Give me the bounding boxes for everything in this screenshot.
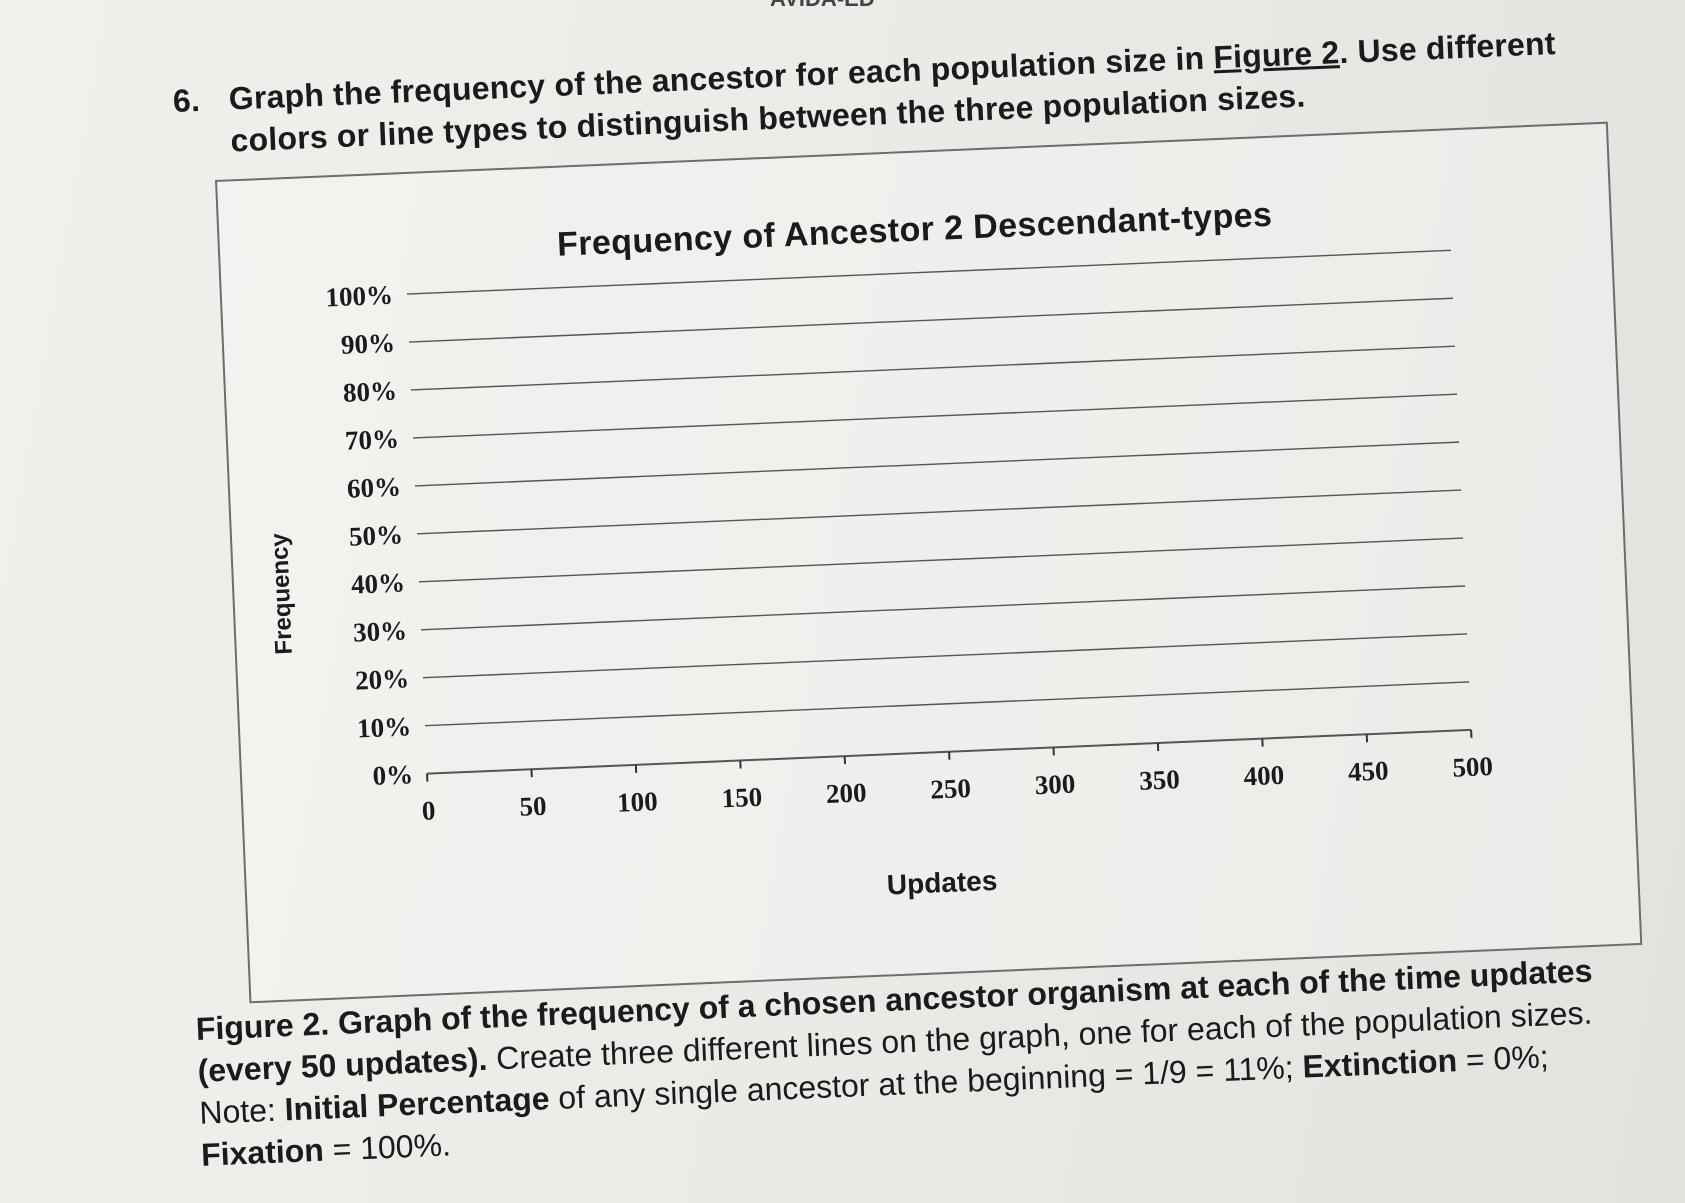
y-gridline (406, 249, 1452, 295)
caption-fixation-text: = 100%. (322, 1126, 452, 1168)
y-tick-label: 20% (354, 663, 409, 695)
y-tick-label: 0% (372, 759, 414, 791)
y-gridline (408, 297, 1454, 343)
y-gridline (420, 585, 1466, 631)
y-tick-label: 70% (344, 424, 399, 456)
y-tick-label: 60% (346, 471, 401, 503)
x-tick-label: 500 (1452, 751, 1494, 783)
y-tick-label: 90% (340, 328, 395, 360)
x-tick-label: 400 (1243, 760, 1285, 792)
y-tick-label: 30% (352, 615, 407, 647)
y-gridline (418, 537, 1464, 583)
x-tick-label: 100 (617, 786, 659, 818)
chart-frame: Frequency of Ancestor 2 Descendant-types… (215, 121, 1643, 1004)
y-gridline (416, 489, 1462, 535)
y-gridline (422, 633, 1468, 679)
y-gridline (425, 681, 1470, 727)
question-number: 6. (172, 81, 201, 119)
y-gridline (412, 393, 1458, 439)
x-tick-label: 0 (421, 795, 436, 826)
x-tick-label: 300 (1034, 769, 1076, 801)
y-tick-label: 100% (325, 280, 394, 313)
caption-initial-label: Initial Percentage (283, 1080, 551, 1128)
page-header-stub: AVIDA-ED (770, 0, 875, 12)
x-tick-label: 250 (930, 773, 972, 805)
caption-fixation-label: Fixation (200, 1131, 325, 1173)
figure-reference: Figure 2 (1212, 34, 1341, 76)
x-tick-label: 450 (1347, 755, 1389, 787)
y-tick-label: 80% (342, 376, 397, 408)
y-tick-label: 50% (348, 519, 403, 551)
caption-extinction-label: Extinction (1301, 1042, 1458, 1085)
caption-extinction-text: = 0%; (1456, 1038, 1550, 1079)
x-tick-label: 50 (519, 791, 547, 822)
chart-plot-area: 0% 10% 20% 30% 40% 50% 60% 70% 80% 90% 100% 0 50 100 1… (325, 249, 1494, 826)
y-gridline (414, 441, 1460, 487)
x-tick-label: 350 (1139, 764, 1181, 796)
y-tick-label: 10% (356, 711, 411, 743)
y-gridline (410, 345, 1456, 391)
x-tick-label: 150 (721, 782, 763, 814)
question-text-after: . Use different (1338, 25, 1557, 71)
y-tick-label: 40% (350, 567, 405, 599)
x-tick-label: 200 (825, 777, 867, 809)
